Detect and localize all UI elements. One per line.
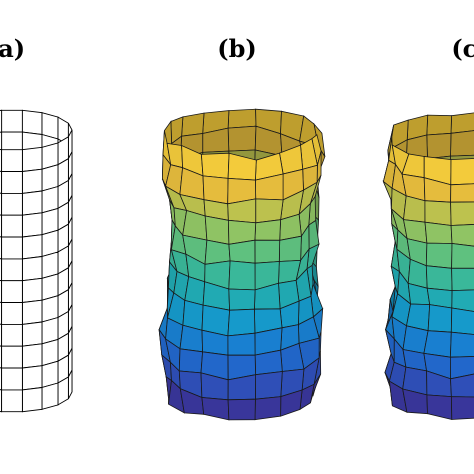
panel-c-label: (c) (451, 34, 474, 63)
mesh-face (228, 288, 256, 311)
mesh-face (178, 348, 204, 374)
mesh-face (1, 258, 23, 282)
mesh-face (427, 304, 453, 333)
panel-b-label: (b) (217, 34, 257, 63)
mesh-face (1, 280, 23, 303)
mesh-face (1, 302, 23, 325)
mesh-face (21, 321, 43, 347)
mesh-face (1, 149, 23, 172)
mesh-face (1, 236, 23, 260)
panel-c-deformed-cylinder (382, 112, 474, 421)
mesh-face (450, 112, 474, 134)
mesh-face (1, 323, 23, 347)
mesh-face (278, 235, 302, 262)
mesh-face (450, 224, 474, 247)
mesh-face (451, 267, 474, 292)
mesh-face (1, 171, 23, 194)
mesh-face (21, 386, 43, 413)
mesh-face (424, 221, 453, 244)
mesh-face (1, 345, 23, 369)
mesh-face (227, 108, 257, 129)
panel-b-deformed-cylinder (158, 108, 326, 421)
mesh-face (449, 331, 474, 358)
mesh-face (450, 158, 474, 186)
mesh-face (21, 212, 43, 238)
mesh-face (227, 332, 256, 356)
mesh-face (255, 198, 284, 224)
mesh-face (21, 146, 43, 173)
mesh-face (21, 255, 43, 282)
mesh-face (202, 175, 229, 205)
mesh-face (254, 396, 282, 421)
mesh-face (425, 242, 453, 269)
mesh-face (21, 343, 43, 369)
mesh-face (227, 398, 256, 421)
mesh-face (1, 389, 23, 413)
mesh-face (227, 125, 257, 152)
mesh-face (21, 365, 43, 391)
mesh-face (450, 183, 474, 203)
mesh-face (21, 277, 43, 304)
panel-a-undeformed-cylinder (0, 109, 73, 413)
mesh-face (21, 234, 43, 260)
mesh-face (450, 307, 474, 335)
mesh-face (451, 243, 474, 269)
mesh-face (228, 239, 256, 264)
mesh-face (179, 324, 204, 353)
mesh-face (21, 299, 43, 325)
mesh-face (450, 201, 474, 226)
mesh-face (1, 214, 23, 238)
mesh-face (450, 130, 474, 157)
mesh-face (403, 195, 426, 223)
mesh-face (426, 132, 452, 160)
mesh-face (21, 190, 43, 216)
mesh-face (201, 397, 230, 421)
mesh-face (1, 192, 23, 216)
mesh-face (227, 308, 256, 337)
mesh-face (426, 114, 453, 136)
mesh-face (228, 260, 256, 291)
mesh-face (450, 396, 474, 420)
mesh-face (1, 109, 23, 133)
mesh-face (204, 239, 231, 265)
mesh-face (21, 168, 43, 194)
panel-a-label: (a) (0, 34, 25, 63)
mesh-face (1, 367, 23, 391)
mesh-face (426, 394, 453, 421)
mesh-face (424, 200, 452, 226)
mesh-face (254, 239, 281, 264)
mesh-face (200, 152, 230, 179)
mesh-face (423, 330, 452, 358)
mesh-face (254, 219, 282, 241)
mesh-face (425, 265, 453, 292)
mesh-face (41, 382, 59, 410)
mesh-face (254, 371, 283, 400)
mesh-face (21, 109, 43, 136)
mesh-face (181, 112, 205, 137)
mesh-face (0, 109, 3, 133)
